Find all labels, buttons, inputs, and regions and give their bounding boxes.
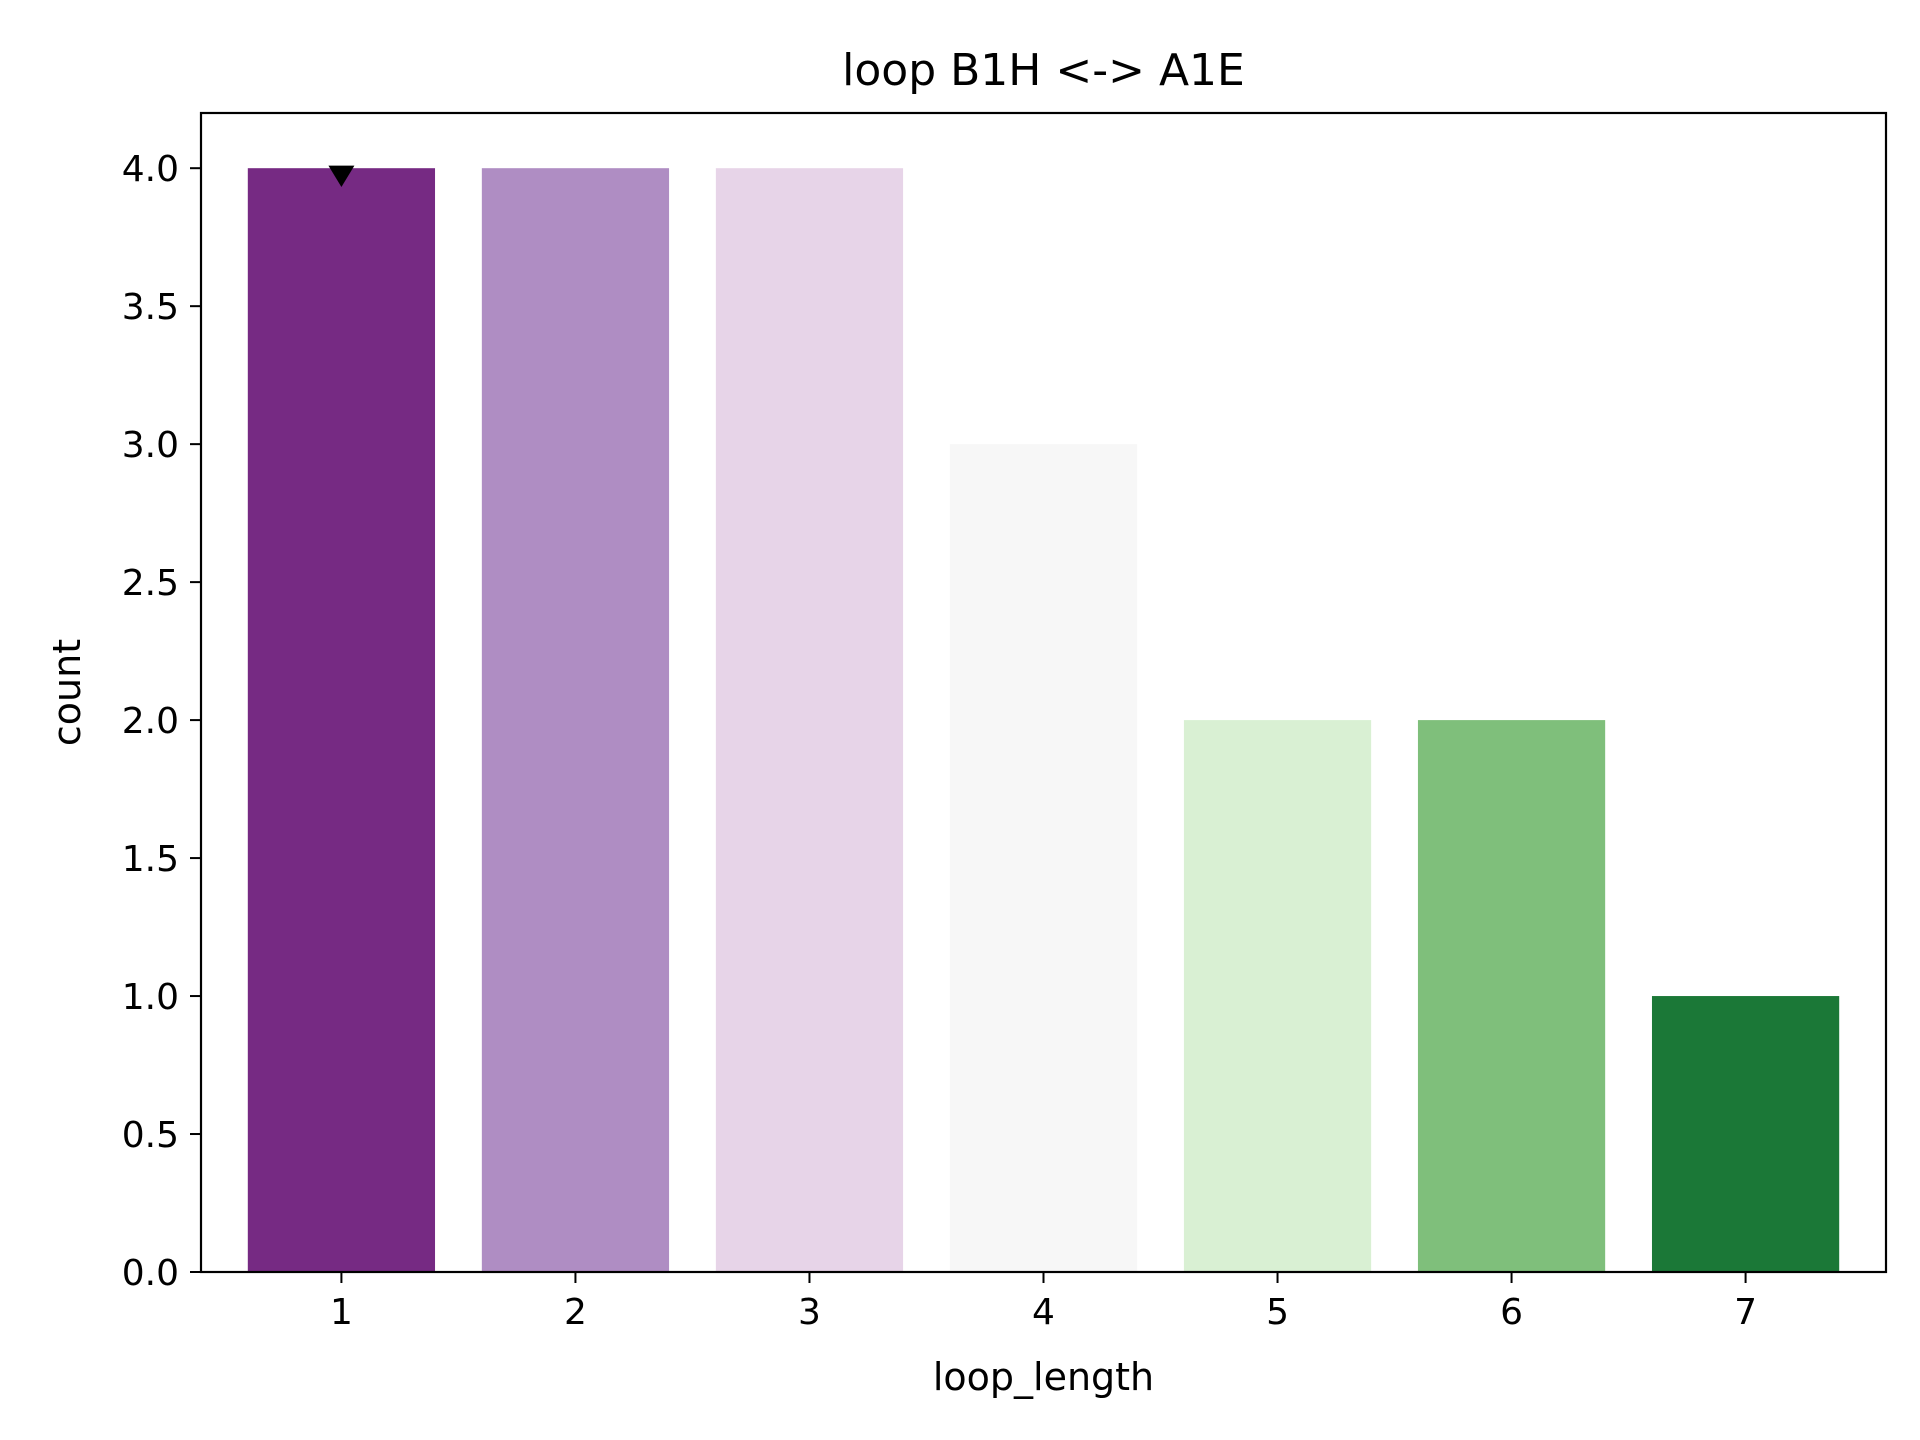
triangle-marker [328, 165, 355, 188]
y-tick-label: 0.5 [122, 1115, 179, 1156]
x-tick-label: 2 [564, 1292, 587, 1333]
x-tick-label: 6 [1500, 1292, 1523, 1333]
x-tick-label: 7 [1734, 1292, 1757, 1333]
bar-2 [481, 168, 670, 1273]
x-axis-label: loop_length [933, 1355, 1154, 1399]
y-axis-label: count [45, 639, 89, 746]
y-tick-label: 2.5 [122, 563, 179, 604]
y-tick-label: 2.0 [122, 701, 179, 742]
bar-1 [247, 168, 436, 1273]
x-axis-ticks: 1 2 3 4 5 6 7 [330, 1272, 1757, 1333]
bars-layer [247, 168, 1840, 1273]
bar-3 [715, 168, 904, 1273]
x-tick-label: 1 [330, 1292, 353, 1333]
bar-5 [1183, 720, 1372, 1272]
y-axis-ticks: 0.0 0.5 1.0 1.5 2.0 2.5 3.0 3.5 4.0 [122, 149, 201, 1294]
y-tick-label: 1.0 [122, 977, 179, 1018]
y-tick-label: 3.5 [122, 287, 179, 328]
y-tick-label: 3.0 [122, 425, 179, 466]
x-tick-label: 4 [1032, 1292, 1055, 1333]
y-tick-label: 1.5 [122, 839, 179, 880]
chart-title: loop B1H <-> A1E [842, 45, 1245, 96]
bar-4 [949, 444, 1138, 1273]
x-tick-label: 3 [798, 1292, 821, 1333]
bar-7 [1651, 996, 1840, 1272]
y-tick-label: 4.0 [122, 149, 179, 190]
y-tick-label: 0.0 [122, 1253, 179, 1294]
bar-6 [1417, 720, 1606, 1272]
x-tick-label: 5 [1266, 1292, 1289, 1333]
marker-layer [328, 165, 355, 188]
